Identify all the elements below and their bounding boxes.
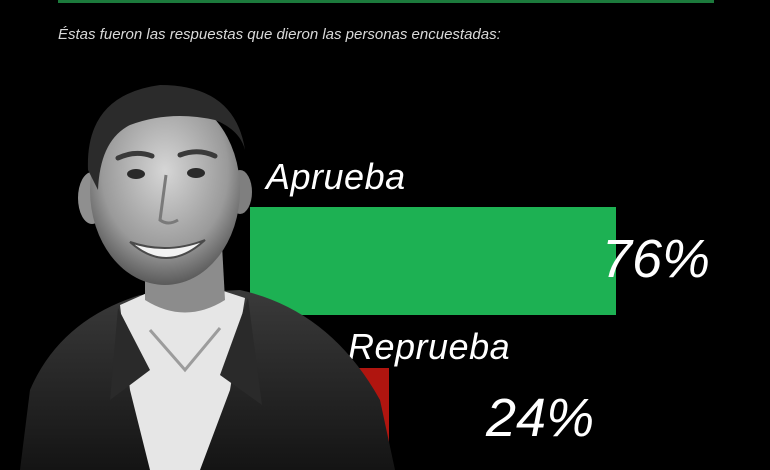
value-label-reprueba: 24%	[486, 388, 595, 448]
intro-text: Éstas fueron las respuestas que dieron l…	[58, 26, 501, 43]
value-label-aprueba: 76%	[601, 229, 710, 289]
top-accent-rule	[58, 0, 714, 3]
category-label-reprueba: Reprueba	[348, 326, 511, 367]
bar-aprueba	[250, 207, 616, 315]
man-portrait-icon	[20, 85, 395, 470]
category-label-aprueba: Aprueba	[266, 156, 406, 197]
